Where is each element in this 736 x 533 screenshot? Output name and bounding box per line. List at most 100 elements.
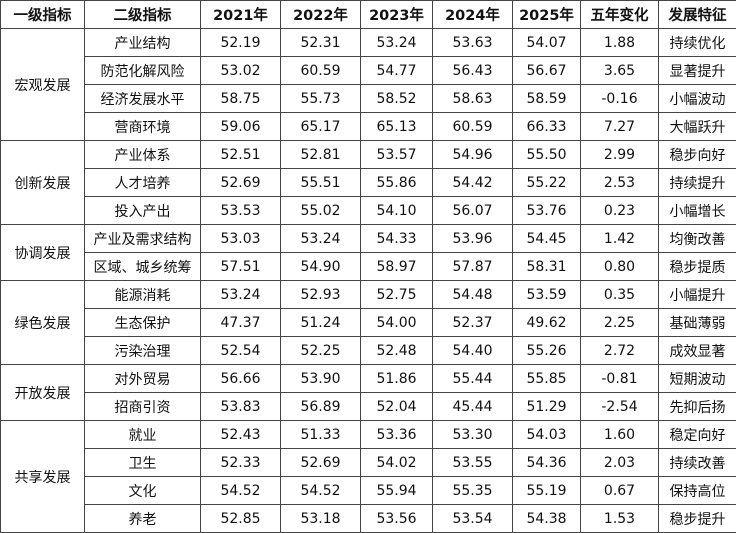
value-cell: -0.16: [580, 84, 659, 113]
indicator-cell: 污染治理: [84, 336, 201, 365]
table-row: 防范化解风险 53.02 60.59 54.77 56.43 56.67 3.65 显著提升: [1, 56, 736, 85]
value-cell: 52.25: [280, 336, 361, 365]
value-cell: 1.42: [580, 224, 659, 253]
value-cell: 52.54: [200, 336, 281, 365]
value-cell: 53.03: [200, 224, 281, 253]
value-cell: 53.36: [360, 420, 433, 449]
value-cell: 持续改善: [658, 448, 736, 477]
value-cell: 均衡改善: [658, 224, 736, 253]
value-cell: 65.17: [280, 112, 361, 141]
header-cell: 2024年: [432, 0, 513, 29]
value-cell: 55.73: [280, 84, 361, 113]
table-row: 人才培养 52.69 55.51 55.86 54.42 55.22 2.53 持续提升: [1, 168, 736, 197]
value-cell: 52.37: [432, 308, 513, 337]
value-cell: 56.66: [200, 364, 281, 393]
value-cell: 54.96: [432, 140, 513, 169]
value-cell: 55.50: [512, 140, 581, 169]
value-cell: 保持高位: [658, 476, 736, 505]
table-row: 绿色发展 能源消耗 53.24 52.93 52.75 54.48 53.59 0.35 小幅提…: [0, 280, 736, 365]
indicator-cell: 养老: [84, 504, 201, 533]
table-row: 创新发展 产业体系 52.51 52.81 53.57 54.96 55.50 2.99 稳步向…: [0, 140, 736, 225]
value-cell: 52.04: [360, 392, 433, 421]
value-cell: 2.72: [580, 336, 659, 365]
value-cell: 54.42: [432, 168, 513, 197]
indicator-cell: 生态保护: [84, 308, 201, 337]
value-cell: 0.67: [580, 476, 659, 505]
indicator-cell: 招商引资: [84, 392, 201, 421]
value-cell: 54.36: [512, 448, 581, 477]
header-cell: 发展特征: [658, 0, 736, 29]
group-cell: 共享发展: [0, 420, 85, 533]
value-cell: 稳定向好: [658, 420, 736, 449]
table-row: 经济发展水平 58.75 55.73 58.52 58.63 58.59 -0.16 小幅波动: [1, 84, 736, 113]
value-cell: 55.19: [512, 476, 581, 505]
value-cell: 53.24: [360, 28, 433, 57]
value-cell: 55.86: [360, 168, 433, 197]
value-cell: 47.37: [200, 308, 281, 337]
header-cell: 2023年: [360, 0, 433, 29]
value-cell: 53.54: [432, 504, 513, 533]
value-cell: 53.02: [200, 56, 281, 85]
value-cell: 持续提升: [658, 168, 736, 197]
table-row: 卫生 52.33 52.69 54.02 53.55 54.36 2.03 持续改善: [1, 448, 736, 477]
value-cell: 54.33: [360, 224, 433, 253]
value-cell: 53.83: [200, 392, 281, 421]
value-cell: 52.81: [280, 140, 361, 169]
indicator-cell: 防范化解风险: [84, 56, 201, 85]
value-cell: 58.59: [512, 84, 581, 113]
value-cell: 58.63: [432, 84, 513, 113]
value-cell: 54.77: [360, 56, 433, 85]
value-cell: 52.69: [280, 448, 361, 477]
value-cell: 52.75: [360, 280, 433, 309]
value-cell: 52.48: [360, 336, 433, 365]
table-body: 宏观发展 产业结构 52.19 52.31 53.24 53.63 54.07 1.88 持续优…: [0, 28, 736, 533]
value-cell: 0.35: [580, 280, 659, 309]
indicator-cell: 能源消耗: [84, 280, 201, 309]
value-cell: 54.52: [280, 476, 361, 505]
table-header: 一级指标 二级指标 2021年 2022年 2023年 2024年 2025年 五年变化 发展特…: [0, 0, 736, 29]
table-row: 协调发展 产业及需求结构 53.03 53.24 54.33 53.96 54.45 1.42…: [0, 224, 736, 281]
indicator-cell: 卫生: [84, 448, 201, 477]
table-row: 招商引资 53.83 56.89 52.04 45.44 51.29 -2.54 先抑后扬: [1, 392, 736, 421]
value-cell: 1.53: [580, 504, 659, 533]
value-cell: -0.81: [580, 364, 659, 393]
value-cell: 54.10: [360, 196, 433, 225]
value-cell: 53.55: [432, 448, 513, 477]
value-cell: 55.85: [512, 364, 581, 393]
value-cell: 52.51: [200, 140, 281, 169]
value-cell: 2.03: [580, 448, 659, 477]
value-cell: 54.48: [432, 280, 513, 309]
value-cell: 51.33: [280, 420, 361, 449]
table-row: 宏观发展 产业结构 52.19 52.31 53.24 53.63 54.07 1.88 持续优…: [0, 28, 736, 141]
value-cell: 58.75: [200, 84, 281, 113]
header-cell: 二级指标: [84, 0, 201, 29]
table-row: 投入产出 53.53 55.02 54.10 56.07 53.76 0.23 小幅增长: [1, 196, 736, 225]
value-cell: 58.52: [360, 84, 433, 113]
value-cell: 基础薄弱: [658, 308, 736, 337]
indicator-cell: 产业及需求结构: [84, 224, 201, 253]
value-cell: 2.25: [580, 308, 659, 337]
value-cell: 55.35: [432, 476, 513, 505]
value-cell: 0.23: [580, 196, 659, 225]
value-cell: 53.56: [360, 504, 433, 533]
value-cell: 54.02: [360, 448, 433, 477]
value-cell: 54.03: [512, 420, 581, 449]
value-cell: 52.69: [200, 168, 281, 197]
value-cell: 56.89: [280, 392, 361, 421]
value-cell: 54.52: [200, 476, 281, 505]
value-cell: 55.94: [360, 476, 433, 505]
value-cell: 小幅波动: [658, 84, 736, 113]
value-cell: 小幅提升: [658, 280, 736, 309]
value-cell: 51.86: [360, 364, 433, 393]
value-cell: 成效显著: [658, 336, 736, 365]
value-cell: 53.18: [280, 504, 361, 533]
value-cell: 49.62: [512, 308, 581, 337]
value-cell: -2.54: [580, 392, 659, 421]
table-row: 养老 52.85 53.18 53.56 53.54 54.38 1.53 稳步提升: [1, 504, 736, 533]
value-cell: 57.87: [432, 252, 513, 281]
table-row: 生态保护 47.37 51.24 54.00 52.37 49.62 2.25 基础薄弱: [1, 308, 736, 337]
value-cell: 小幅增长: [658, 196, 736, 225]
indicator-cell: 经济发展水平: [84, 84, 201, 113]
value-cell: 56.67: [512, 56, 581, 85]
